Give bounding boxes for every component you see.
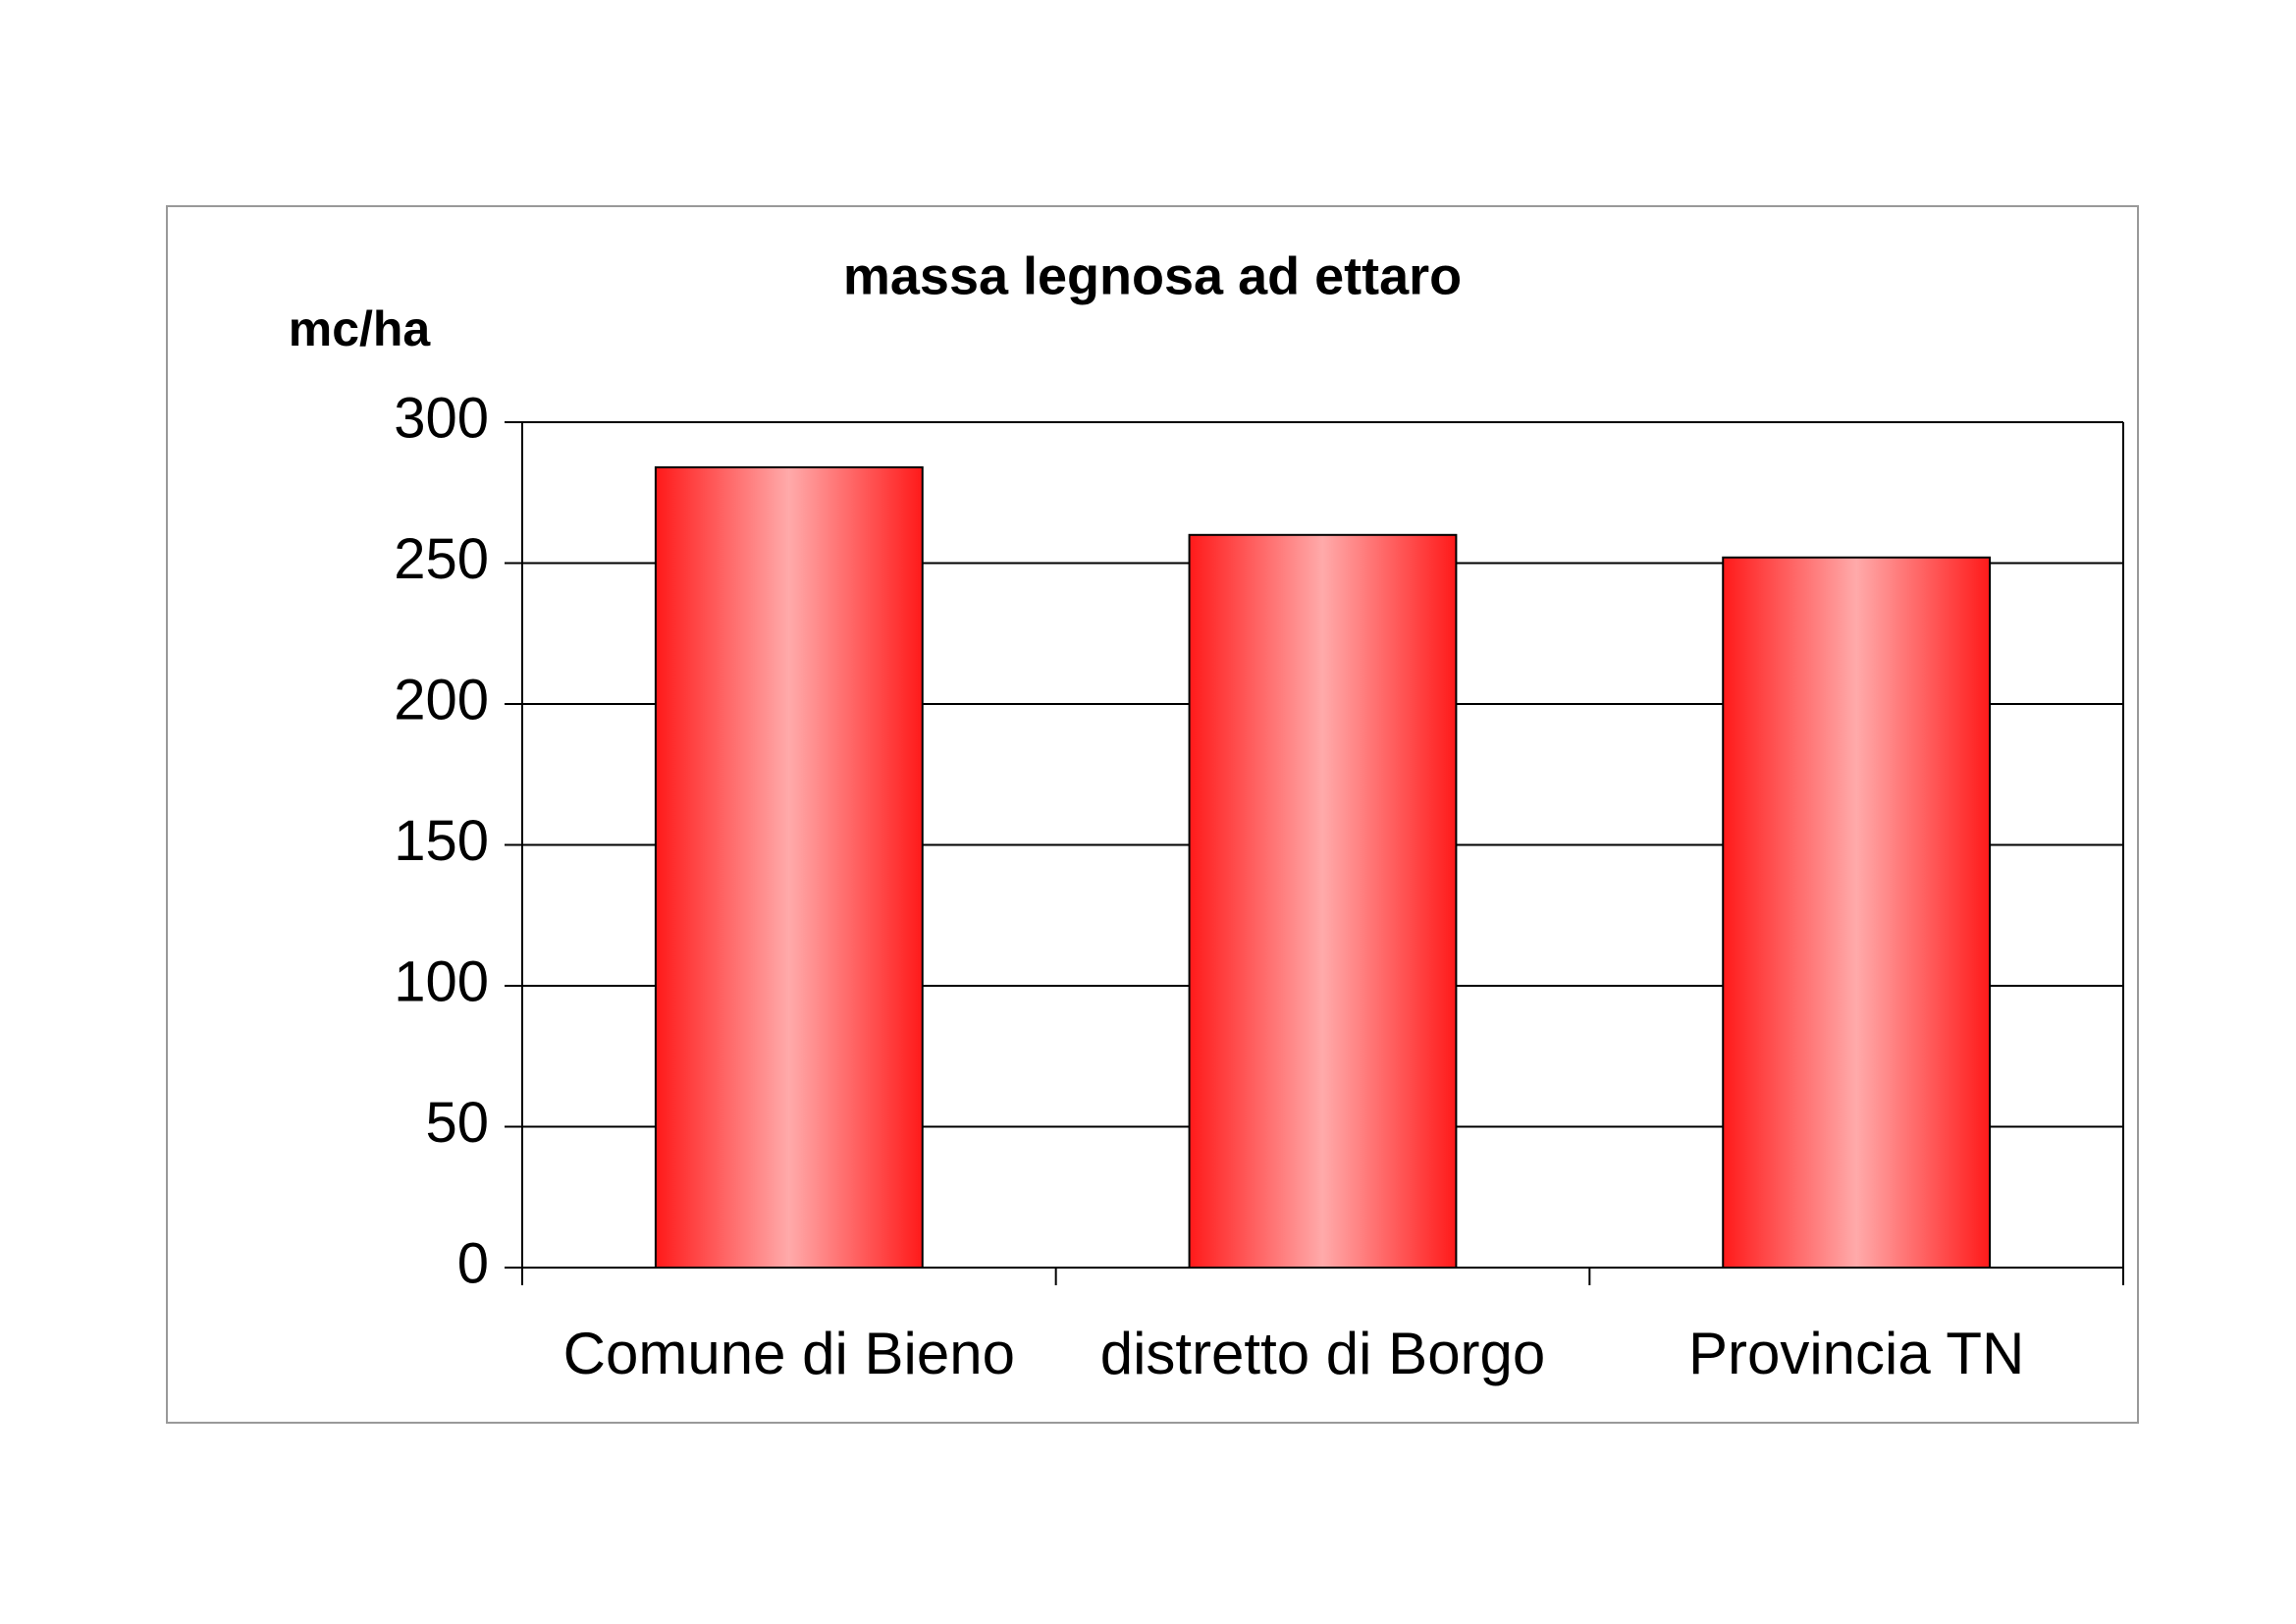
bar xyxy=(1188,533,1458,1269)
y-tick-label: 50 xyxy=(425,1091,489,1155)
x-tick-label: Comune di Bieno xyxy=(563,1321,1015,1386)
chart-title: massa legnosa ad ettaro xyxy=(843,246,1462,305)
x-tick-label: Provincia TN xyxy=(1688,1321,2024,1386)
y-tick-label: 150 xyxy=(394,809,489,873)
y-axis-label: mc/ha xyxy=(289,301,432,356)
bar xyxy=(1722,556,1992,1269)
y-tick-label: 200 xyxy=(394,668,489,731)
y-tick-label: 300 xyxy=(394,386,489,450)
y-tick-label: 0 xyxy=(457,1231,489,1295)
x-tick-label: distretto di Borgo xyxy=(1100,1321,1546,1386)
y-tick-label: 100 xyxy=(394,949,489,1013)
y-tick-label: 250 xyxy=(394,527,489,591)
bar xyxy=(654,465,924,1270)
